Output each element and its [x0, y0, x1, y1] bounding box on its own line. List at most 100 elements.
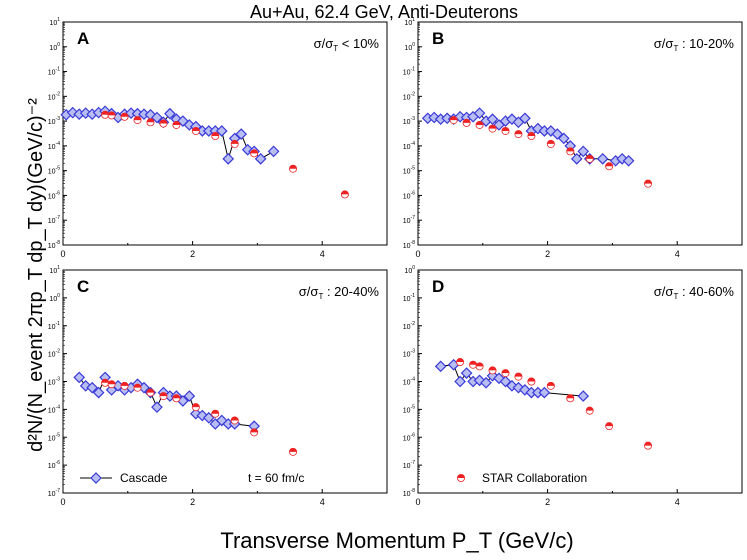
star-point — [133, 116, 142, 125]
cascade-point — [557, 132, 570, 145]
cascade-point — [622, 154, 635, 167]
cascade-point — [267, 145, 280, 158]
x-tick-label: 2 — [545, 497, 550, 507]
star-point — [456, 358, 465, 367]
star-point — [107, 111, 116, 120]
plot-frame — [62, 21, 388, 246]
y-tick-label: 10-1 — [403, 67, 415, 77]
cascade-point — [506, 113, 518, 125]
star-point — [501, 369, 510, 378]
y-tick-label: 10-4 — [48, 141, 60, 151]
star-point — [644, 441, 653, 450]
y-tick-label: 10-6 — [48, 190, 60, 200]
star-series — [456, 358, 653, 450]
y-tick-label: 10-8 — [403, 240, 415, 250]
star-point — [605, 162, 614, 171]
centrality-label: σ/σT < 10% — [314, 36, 380, 53]
legend-cascade-label: Cascade — [120, 471, 168, 485]
x-axis-label: Transverse Momentum P_T (GeV/c) — [220, 528, 573, 553]
cascade-point — [73, 371, 86, 384]
x-tick-label: 4 — [320, 497, 325, 507]
cascade-point — [473, 107, 486, 119]
panel-B: 10-8 10-7 10-6 10-5 10-4 10-3 10-2 10-1 100 101 0 2… — [403, 17, 743, 259]
star-point — [172, 120, 181, 129]
cascade-point — [577, 390, 590, 402]
cascade-point — [577, 145, 590, 158]
star-point — [475, 362, 484, 371]
centrality-label: σ/σT : 20-40% — [299, 284, 380, 301]
star-point — [546, 139, 555, 148]
star-series — [449, 116, 653, 188]
cascade-point — [222, 152, 235, 165]
centrality-label: σ/σT : 10-20% — [654, 36, 735, 53]
y-tick-label: 10-3 — [403, 116, 415, 126]
star-point — [101, 110, 110, 119]
star-point — [120, 381, 129, 390]
x-tick-label: 2 — [545, 249, 550, 259]
star-point — [585, 154, 594, 163]
cascade-series — [434, 358, 590, 402]
cascade-point — [538, 386, 551, 399]
y-tick-label: 101 — [49, 17, 60, 27]
y-tick-label: 10-7 — [403, 460, 415, 470]
cascade-point — [151, 111, 163, 124]
star-point — [250, 149, 259, 158]
y-tick-label: 10-5 — [48, 166, 60, 176]
star-point — [488, 124, 497, 133]
y-tick-label: 10-2 — [403, 321, 415, 331]
star-point — [469, 360, 478, 369]
cascade-point — [460, 367, 473, 379]
star-point — [566, 147, 575, 156]
y-tick-label: 10-5 — [48, 432, 60, 442]
y-tick-label: 10-3 — [48, 377, 60, 387]
panel-C: 10-7 10-6 10-5 10-4 10-3 10-2 10-1 100 101 0 2 4 C σ/… — [48, 265, 388, 507]
y-tick-label: 10-7 — [403, 215, 415, 225]
star-point — [527, 377, 536, 386]
cascade-point — [570, 152, 583, 165]
y-tick-label: 100 — [49, 293, 60, 303]
star-point — [514, 372, 523, 381]
cascade-point — [519, 112, 531, 125]
star-point — [211, 409, 220, 418]
star-point — [250, 428, 259, 437]
x-tick-label: 0 — [60, 497, 65, 507]
cascade-point — [480, 376, 492, 389]
star-point — [546, 381, 555, 390]
y-tick-label: 10-1 — [48, 67, 60, 77]
cascade-point — [434, 360, 447, 373]
x-tick-label: 4 — [675, 497, 680, 507]
y-tick-label: 101 — [49, 265, 60, 275]
figure-title: Au+Au, 62.4 GeV, Anti-Deuterons — [250, 2, 518, 22]
star-point — [449, 116, 458, 125]
panel-A: 10-8 10-7 10-6 10-5 10-4 10-3 10-2 10-1 100 101 0 2… — [48, 17, 388, 259]
star-point — [191, 403, 200, 412]
star-point — [230, 416, 239, 425]
y-tick-label: 10-1 — [403, 293, 415, 303]
y-tick-label: 101 — [404, 17, 415, 27]
star-point — [120, 112, 129, 121]
y-tick-label: 10-2 — [48, 91, 60, 101]
plot-frame — [417, 21, 743, 246]
cascade-point — [254, 152, 267, 165]
star-point — [211, 132, 220, 141]
star-point — [527, 132, 536, 141]
x-tick-label: 0 — [415, 497, 420, 507]
y-tick-label: 100 — [404, 42, 415, 52]
y-axis-label: d²N/(N_event 2πp_T dp_T dy)(GeV/c)⁻² — [25, 98, 47, 452]
legend-cascade-marker — [90, 472, 102, 484]
y-tick-label: 10-8 — [48, 240, 60, 250]
cascade-point — [86, 381, 99, 394]
y-tick-label: 10-5 — [403, 166, 415, 176]
cascade-point — [151, 401, 163, 414]
y-tick-label: 10-2 — [48, 349, 60, 359]
y-tick-label: 10-8 — [403, 488, 415, 498]
star-point — [172, 394, 181, 403]
cascade-point — [215, 125, 228, 137]
cascade-point — [164, 107, 176, 120]
cascade-series — [60, 105, 280, 165]
legend-star-label: STAR Collaboration — [482, 471, 587, 485]
y-tick-label: 10-6 — [403, 190, 415, 200]
star-point — [159, 119, 168, 128]
plot-frame — [417, 269, 743, 494]
